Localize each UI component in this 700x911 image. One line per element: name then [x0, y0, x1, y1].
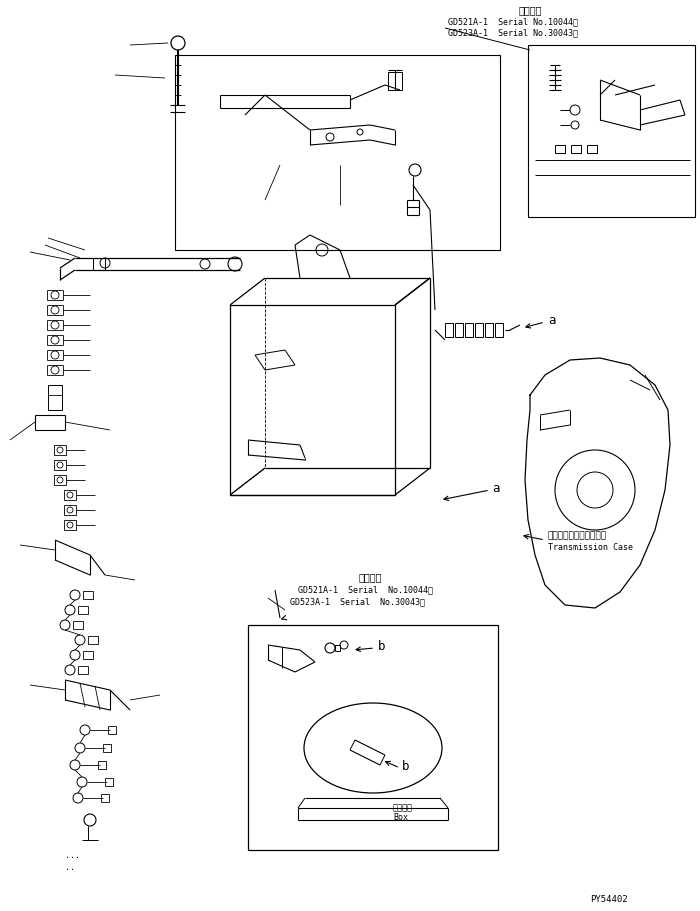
Bar	[54, 460, 66, 470]
Bar	[465, 323, 473, 337]
Bar	[48, 385, 62, 410]
Text: Transmission Case: Transmission Case	[548, 544, 633, 552]
Bar	[388, 72, 402, 90]
Bar	[485, 323, 493, 337]
Bar	[103, 744, 111, 752]
Bar	[587, 145, 597, 153]
Bar	[54, 475, 66, 485]
Bar	[64, 490, 76, 500]
Text: a: a	[492, 482, 500, 495]
Bar	[495, 323, 503, 337]
Text: b: b	[402, 760, 409, 773]
Bar	[528, 45, 695, 217]
Bar	[93, 258, 105, 270]
Bar	[88, 636, 98, 644]
Text: a: a	[548, 313, 556, 326]
Text: GD521A-1  Serial  No.10044～: GD521A-1 Serial No.10044～	[298, 586, 433, 595]
Bar	[555, 145, 565, 153]
Text: Box: Box	[393, 814, 408, 823]
Text: ..: ..	[65, 864, 75, 873]
Bar	[83, 591, 93, 599]
Text: b: b	[378, 640, 386, 652]
Text: 適用号機: 適用号機	[518, 5, 542, 15]
Bar	[108, 726, 116, 734]
Bar	[78, 666, 88, 674]
Bar	[101, 794, 109, 802]
Bar	[105, 778, 113, 786]
Text: ボックス: ボックス	[393, 804, 413, 813]
Text: 適用号機: 適用号機	[358, 572, 382, 582]
Bar	[73, 621, 83, 629]
Bar	[78, 606, 88, 614]
Text: トランスミションケース: トランスミションケース	[548, 531, 607, 540]
Bar	[571, 145, 581, 153]
Bar	[455, 323, 463, 337]
Bar	[248, 625, 498, 850]
Text: GD521A-1  Serial No.10044～: GD521A-1 Serial No.10044～	[448, 17, 578, 26]
Bar	[98, 761, 106, 769]
Text: ...: ...	[65, 851, 80, 859]
Bar	[64, 520, 76, 530]
Text: GD523A-1  Serial No.30043～: GD523A-1 Serial No.30043～	[448, 28, 578, 37]
Text: GD523A-1  Serial  No.30043～: GD523A-1 Serial No.30043～	[290, 598, 425, 607]
Bar	[83, 651, 93, 659]
Bar	[230, 305, 395, 495]
Bar	[475, 323, 483, 337]
Bar	[445, 323, 453, 337]
Bar	[64, 505, 76, 515]
Bar	[175, 55, 500, 250]
Text: PY54402: PY54402	[590, 896, 628, 905]
Bar	[54, 445, 66, 455]
